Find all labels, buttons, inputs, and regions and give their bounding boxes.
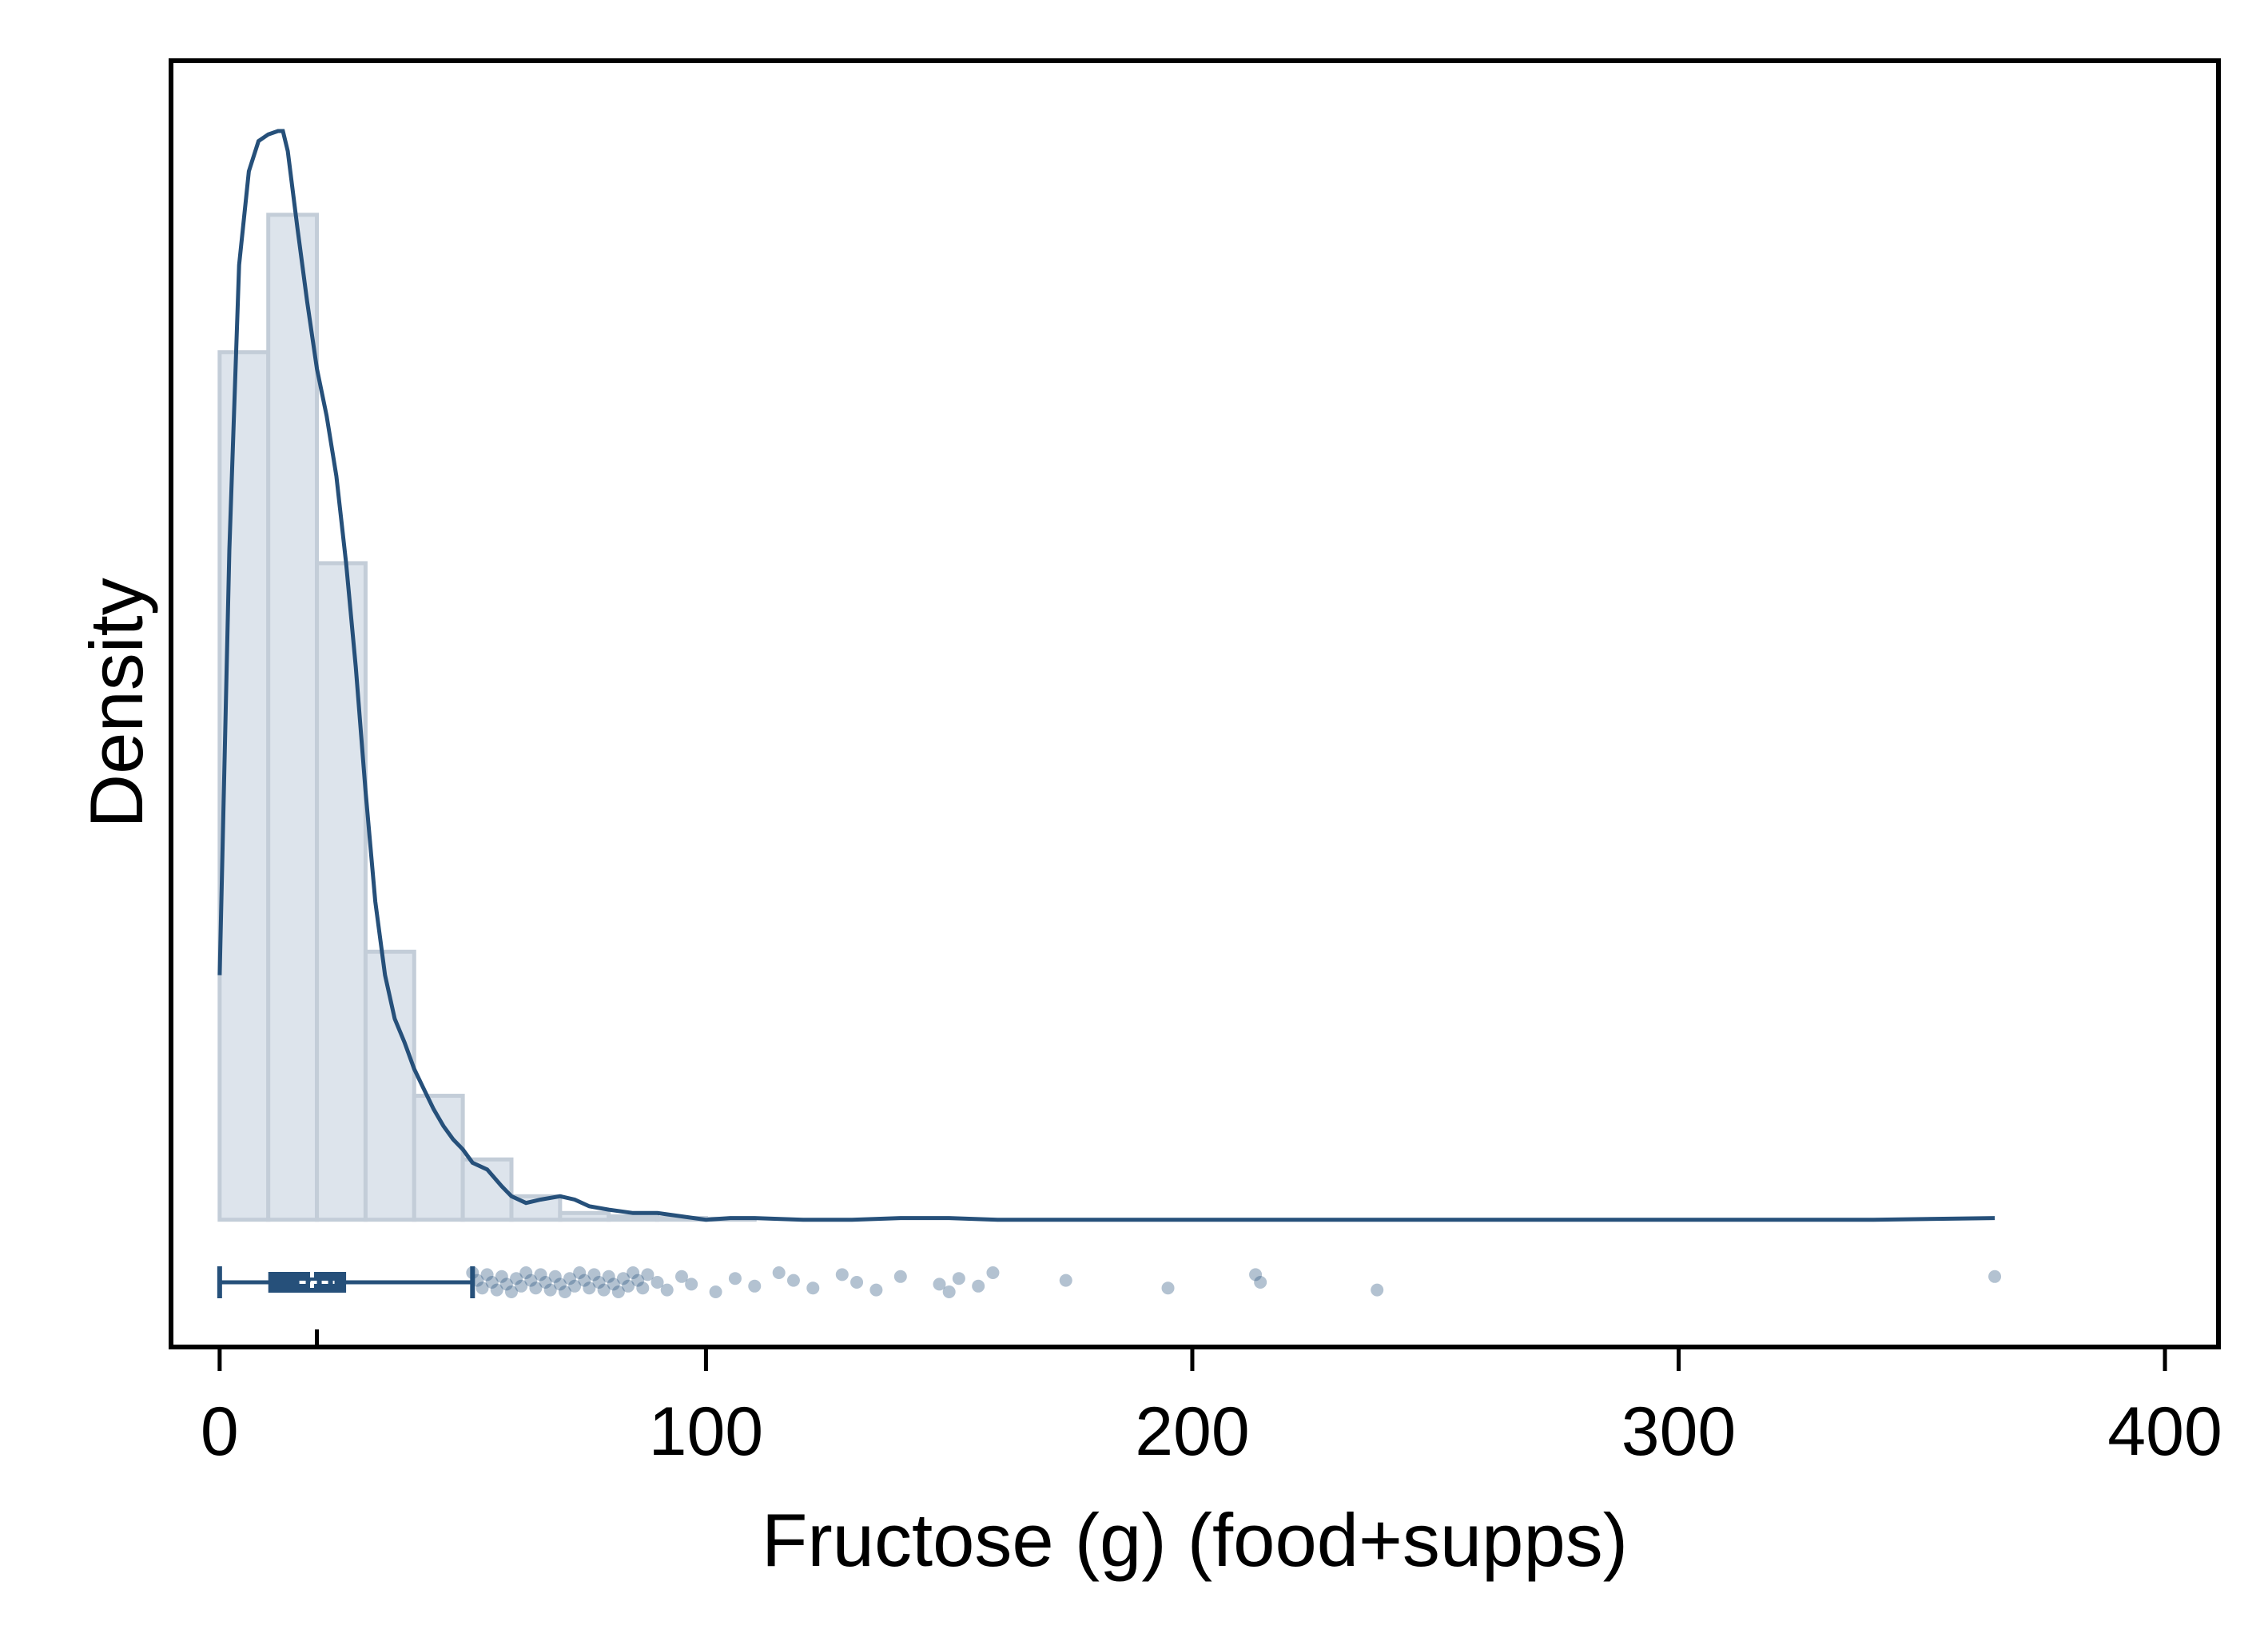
outlier-point <box>806 1281 820 1295</box>
x-tick-label: 200 <box>1135 1393 1250 1470</box>
outlier-point <box>592 1276 606 1289</box>
outlier-point <box>631 1274 645 1287</box>
outlier-point <box>602 1270 615 1283</box>
outlier-point <box>499 1277 513 1291</box>
x-tick-label: 100 <box>649 1393 764 1470</box>
outlier-point <box>835 1268 849 1281</box>
histogram-bar <box>266 213 320 1222</box>
outlier-point <box>539 1276 552 1289</box>
outlier-point <box>772 1266 786 1279</box>
outlier-point <box>573 1266 587 1279</box>
x-axis-title: Fructose (g) (food+supps) <box>762 1498 1628 1582</box>
outlier-point <box>504 1285 518 1298</box>
histogram-bar <box>363 949 416 1222</box>
histogram-bar <box>558 1210 611 1222</box>
outlier-point <box>558 1285 571 1298</box>
outlier-point <box>583 1281 596 1295</box>
y-axis-title: Density <box>74 578 158 828</box>
outlier-point <box>529 1281 543 1295</box>
x-tick-label: 400 <box>2107 1393 2222 1470</box>
outlier-point <box>786 1274 800 1287</box>
x-tick-label: 300 <box>1621 1393 1737 1470</box>
outlier-point <box>515 1279 528 1293</box>
outlier-point <box>641 1268 655 1281</box>
outlier-point <box>651 1276 664 1289</box>
outlier-point <box>748 1279 762 1293</box>
outlier-point <box>685 1277 698 1291</box>
histogram-bar <box>217 350 271 1222</box>
outlier-point <box>1249 1268 1263 1281</box>
outlier-point <box>709 1285 722 1298</box>
outlier-point <box>475 1281 489 1295</box>
outlier-point <box>1371 1283 1384 1297</box>
outlier-point <box>1161 1281 1175 1295</box>
outlier-point <box>568 1279 582 1293</box>
outlier-point <box>519 1266 533 1279</box>
outlier-point <box>616 1272 630 1285</box>
x-tick-label: 0 <box>201 1393 239 1470</box>
outlier-point <box>933 1277 946 1291</box>
x-axis-ticks: 0 100 200 300 400 <box>201 1347 2222 1470</box>
outlier-point <box>607 1277 620 1291</box>
outlier-point <box>471 1274 484 1287</box>
outlier-point <box>578 1274 591 1287</box>
boxplot <box>217 1266 475 1298</box>
outlier-point <box>524 1274 538 1287</box>
histogram-bar <box>607 1214 660 1222</box>
outlier-point <box>986 1266 1000 1279</box>
outlier-point <box>1254 1276 1267 1289</box>
outlier-point <box>636 1281 650 1295</box>
outlier-point <box>466 1266 479 1279</box>
outlier-point <box>952 1272 965 1285</box>
histogram-bar <box>315 561 368 1222</box>
outlier-point <box>893 1270 907 1283</box>
outlier-point <box>563 1272 577 1285</box>
outlier-point <box>534 1268 547 1281</box>
outlier-point <box>972 1279 985 1293</box>
outlier-point <box>510 1272 523 1285</box>
outlier-point <box>548 1270 562 1283</box>
outlier-point <box>490 1283 503 1297</box>
outlier-point <box>597 1283 611 1297</box>
plot-frame <box>169 58 2221 1349</box>
outlier-point <box>543 1283 557 1297</box>
outlier-point <box>627 1266 640 1279</box>
outlier-point <box>728 1272 742 1285</box>
outlier-point <box>1988 1270 2002 1283</box>
outlier-point <box>495 1270 508 1283</box>
kde-density-line <box>217 129 1995 1222</box>
outlier-point <box>1059 1274 1072 1287</box>
outlier-point <box>942 1285 956 1298</box>
outlier-point <box>660 1283 674 1297</box>
outlier-point <box>485 1276 499 1289</box>
outlier-point <box>869 1283 883 1297</box>
outlier-point <box>622 1279 635 1293</box>
outlier-point <box>850 1276 864 1289</box>
outlier-point <box>553 1277 567 1291</box>
outlier-points <box>315 1266 2002 1347</box>
outlier-point <box>480 1268 494 1281</box>
outlier-point <box>674 1270 688 1283</box>
outlier-point <box>587 1268 601 1281</box>
outlier-point <box>611 1285 625 1298</box>
